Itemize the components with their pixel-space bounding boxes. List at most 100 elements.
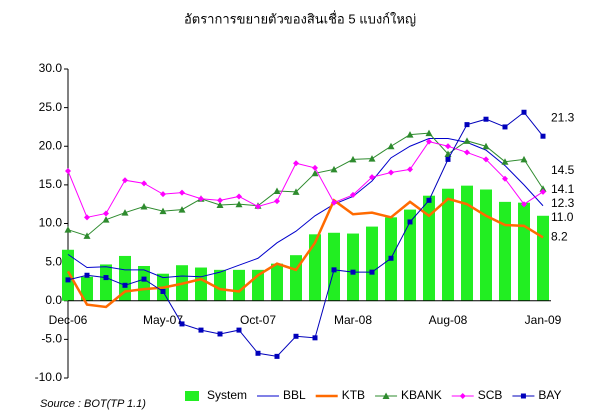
marker — [293, 333, 299, 339]
marker — [236, 327, 242, 333]
data-label: 12.3 — [551, 196, 575, 210]
marker — [463, 137, 471, 144]
line-series — [67, 138, 544, 279]
line-series — [67, 111, 544, 357]
marker — [406, 131, 414, 138]
y-tick-label: 30.0 — [39, 61, 63, 75]
bar — [214, 269, 226, 301]
marker — [216, 201, 224, 208]
data-label: 11.0 — [551, 210, 574, 224]
line-series — [67, 141, 544, 218]
marker — [236, 193, 242, 200]
bar — [518, 202, 530, 301]
marker — [502, 175, 508, 182]
data-label: 8.2 — [551, 230, 568, 244]
marker — [217, 197, 223, 204]
marker — [312, 164, 318, 171]
marker — [103, 210, 109, 217]
marker — [65, 167, 71, 174]
marker — [521, 201, 527, 208]
marker — [445, 143, 451, 150]
marker — [292, 188, 300, 195]
marker — [483, 116, 489, 122]
marker — [255, 203, 261, 210]
y-tick-label: 5.0 — [45, 254, 62, 268]
marker — [83, 232, 91, 239]
marker — [311, 169, 319, 177]
legend-item: System — [185, 388, 247, 402]
y-tick-label: 10.0 — [39, 216, 63, 230]
marker — [121, 209, 129, 216]
bar — [442, 188, 454, 301]
marker — [502, 124, 508, 130]
y-tick-label: 20.0 — [39, 138, 63, 152]
marker — [368, 155, 376, 162]
x-tick-label: Oct-07 — [240, 313, 276, 327]
marker — [217, 331, 223, 337]
legend-label: KTB — [342, 388, 365, 402]
marker — [122, 177, 128, 184]
bar — [195, 267, 207, 301]
marker — [160, 288, 166, 294]
bar — [138, 265, 150, 301]
y-tick-label: -5.0 — [41, 332, 62, 346]
marker — [407, 166, 413, 173]
bar — [480, 189, 492, 301]
marker — [382, 392, 390, 399]
marker — [140, 203, 148, 210]
marker — [198, 195, 204, 202]
legend-label: KBANK — [401, 388, 442, 402]
marker — [141, 180, 147, 187]
marker — [274, 353, 280, 359]
bar — [100, 264, 112, 301]
marker — [369, 269, 375, 275]
marker — [84, 214, 90, 221]
data-label: 21.3 — [551, 110, 575, 124]
bar — [347, 233, 359, 301]
marker — [293, 160, 299, 167]
y-tick-label: -10.0 — [35, 370, 63, 384]
marker — [369, 174, 375, 181]
marker — [122, 282, 128, 288]
legend-label: BBL — [283, 388, 306, 402]
marker — [312, 335, 318, 341]
marker — [235, 200, 243, 208]
bar — [119, 255, 131, 301]
marker — [179, 321, 185, 327]
line-series — [66, 197, 544, 309]
marker — [160, 191, 166, 198]
legend-item: BBL — [257, 388, 306, 402]
marker — [464, 122, 470, 128]
marker — [141, 276, 147, 282]
y-tick-label: 25.0 — [39, 100, 63, 114]
marker — [521, 109, 527, 115]
x-tick-label: Dec-06 — [49, 313, 88, 327]
x-tick-label: May-07 — [143, 313, 183, 327]
marker — [540, 188, 546, 195]
x-tick-label: Mar-08 — [334, 313, 372, 327]
legend-label: BAY — [538, 388, 561, 402]
bar — [537, 215, 549, 301]
marker — [459, 393, 466, 399]
marker — [331, 267, 337, 273]
marker — [407, 219, 413, 225]
marker — [388, 255, 394, 261]
marker — [445, 156, 451, 162]
data-label: 14.1 — [551, 182, 575, 196]
legend-label: System — [207, 388, 247, 402]
marker — [520, 155, 528, 163]
marker — [159, 207, 167, 215]
legend-item: KTB — [315, 388, 365, 402]
y-tick-label: 15.0 — [39, 177, 63, 191]
x-tick-label: Jan-09 — [525, 313, 562, 327]
marker — [501, 158, 509, 165]
bar — [233, 269, 245, 301]
marker — [388, 169, 394, 176]
marker — [84, 272, 90, 278]
legend-item: KBANK — [375, 388, 442, 402]
marker — [330, 165, 338, 173]
line-series — [67, 132, 544, 237]
legend-item: BAY — [512, 388, 562, 402]
source-note: Source : BOT(TP 1.1) — [40, 398, 146, 410]
bar — [423, 195, 435, 301]
